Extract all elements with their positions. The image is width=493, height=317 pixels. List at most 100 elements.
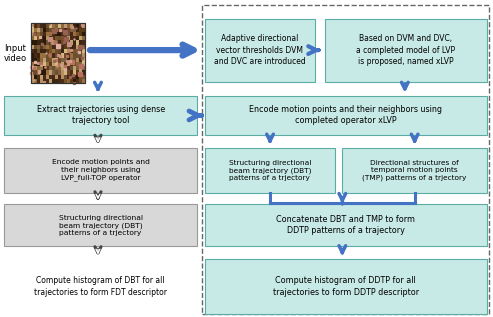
FancyBboxPatch shape	[73, 70, 76, 74]
FancyBboxPatch shape	[79, 70, 82, 74]
FancyBboxPatch shape	[76, 53, 79, 57]
FancyBboxPatch shape	[58, 23, 61, 28]
FancyBboxPatch shape	[79, 79, 82, 83]
FancyBboxPatch shape	[31, 66, 34, 70]
FancyBboxPatch shape	[49, 79, 52, 83]
FancyBboxPatch shape	[4, 204, 198, 247]
FancyBboxPatch shape	[61, 66, 64, 70]
FancyBboxPatch shape	[43, 36, 46, 41]
FancyBboxPatch shape	[67, 40, 70, 45]
FancyBboxPatch shape	[49, 53, 52, 57]
FancyBboxPatch shape	[79, 49, 82, 53]
FancyBboxPatch shape	[31, 57, 34, 62]
FancyBboxPatch shape	[61, 23, 64, 28]
FancyBboxPatch shape	[4, 147, 198, 193]
FancyBboxPatch shape	[64, 61, 67, 66]
FancyBboxPatch shape	[64, 40, 67, 45]
FancyBboxPatch shape	[34, 79, 37, 83]
FancyBboxPatch shape	[58, 61, 61, 66]
FancyBboxPatch shape	[79, 28, 82, 32]
FancyBboxPatch shape	[52, 79, 55, 83]
FancyBboxPatch shape	[46, 74, 49, 79]
FancyBboxPatch shape	[40, 36, 43, 41]
Text: Compute histogram of DBT for all
trajectories to form FDT descriptor: Compute histogram of DBT for all traject…	[34, 276, 167, 297]
FancyBboxPatch shape	[70, 40, 73, 45]
Text: Extract trajectories using dense
trajectory tool: Extract trajectories using dense traject…	[36, 105, 165, 125]
FancyBboxPatch shape	[55, 40, 58, 45]
FancyBboxPatch shape	[49, 44, 52, 49]
FancyBboxPatch shape	[58, 28, 61, 32]
FancyBboxPatch shape	[43, 32, 46, 36]
FancyBboxPatch shape	[64, 53, 67, 57]
FancyBboxPatch shape	[34, 61, 37, 66]
FancyBboxPatch shape	[58, 66, 61, 70]
FancyBboxPatch shape	[43, 79, 46, 83]
FancyBboxPatch shape	[52, 57, 55, 62]
FancyBboxPatch shape	[55, 66, 58, 70]
FancyBboxPatch shape	[40, 70, 43, 74]
FancyBboxPatch shape	[342, 147, 487, 193]
FancyBboxPatch shape	[70, 79, 73, 83]
FancyBboxPatch shape	[55, 36, 58, 41]
FancyBboxPatch shape	[40, 23, 43, 28]
FancyBboxPatch shape	[82, 36, 85, 41]
FancyBboxPatch shape	[40, 40, 43, 45]
FancyBboxPatch shape	[52, 49, 55, 53]
FancyBboxPatch shape	[64, 79, 67, 83]
FancyBboxPatch shape	[76, 61, 79, 66]
FancyBboxPatch shape	[73, 57, 76, 62]
FancyBboxPatch shape	[31, 70, 34, 74]
FancyBboxPatch shape	[49, 66, 52, 70]
FancyBboxPatch shape	[70, 23, 73, 28]
FancyBboxPatch shape	[49, 74, 52, 79]
FancyBboxPatch shape	[67, 74, 70, 79]
FancyBboxPatch shape	[37, 61, 40, 66]
FancyBboxPatch shape	[82, 53, 85, 57]
FancyBboxPatch shape	[82, 40, 85, 45]
FancyBboxPatch shape	[52, 32, 55, 36]
FancyBboxPatch shape	[67, 32, 70, 36]
FancyBboxPatch shape	[43, 28, 46, 32]
FancyBboxPatch shape	[49, 28, 52, 32]
FancyBboxPatch shape	[205, 96, 487, 135]
FancyBboxPatch shape	[58, 32, 61, 36]
FancyBboxPatch shape	[61, 74, 64, 79]
FancyBboxPatch shape	[73, 23, 76, 28]
FancyBboxPatch shape	[34, 28, 37, 32]
FancyBboxPatch shape	[46, 28, 49, 32]
FancyBboxPatch shape	[37, 36, 40, 41]
FancyBboxPatch shape	[37, 23, 40, 28]
FancyBboxPatch shape	[37, 28, 40, 32]
FancyBboxPatch shape	[73, 32, 76, 36]
FancyBboxPatch shape	[67, 28, 70, 32]
FancyBboxPatch shape	[55, 32, 58, 36]
Text: Structuring directional
beam trajectory (DBT)
patterns of a trjectory: Structuring directional beam trajectory …	[229, 159, 311, 181]
FancyBboxPatch shape	[46, 66, 49, 70]
FancyBboxPatch shape	[37, 57, 40, 62]
FancyBboxPatch shape	[70, 57, 73, 62]
FancyBboxPatch shape	[58, 49, 61, 53]
FancyBboxPatch shape	[52, 44, 55, 49]
Text: Compute histogram of DDTP for all
trajectories to form DDTP descriptor: Compute histogram of DDTP for all trajec…	[273, 276, 419, 297]
FancyBboxPatch shape	[52, 70, 55, 74]
FancyBboxPatch shape	[55, 49, 58, 53]
FancyBboxPatch shape	[76, 44, 79, 49]
FancyBboxPatch shape	[58, 70, 61, 74]
FancyBboxPatch shape	[37, 70, 40, 74]
FancyBboxPatch shape	[58, 36, 61, 41]
FancyBboxPatch shape	[43, 23, 46, 28]
FancyBboxPatch shape	[79, 57, 82, 62]
FancyBboxPatch shape	[61, 28, 64, 32]
FancyBboxPatch shape	[61, 57, 64, 62]
FancyBboxPatch shape	[82, 23, 85, 28]
FancyBboxPatch shape	[52, 53, 55, 57]
FancyBboxPatch shape	[34, 23, 37, 28]
FancyBboxPatch shape	[82, 70, 85, 74]
FancyBboxPatch shape	[4, 96, 198, 135]
FancyBboxPatch shape	[73, 53, 76, 57]
FancyBboxPatch shape	[34, 49, 37, 53]
FancyBboxPatch shape	[34, 53, 37, 57]
Text: Encode motion points and their neighbors using
completed operator xLVP: Encode motion points and their neighbors…	[249, 105, 442, 125]
FancyBboxPatch shape	[46, 44, 49, 49]
FancyBboxPatch shape	[73, 40, 76, 45]
